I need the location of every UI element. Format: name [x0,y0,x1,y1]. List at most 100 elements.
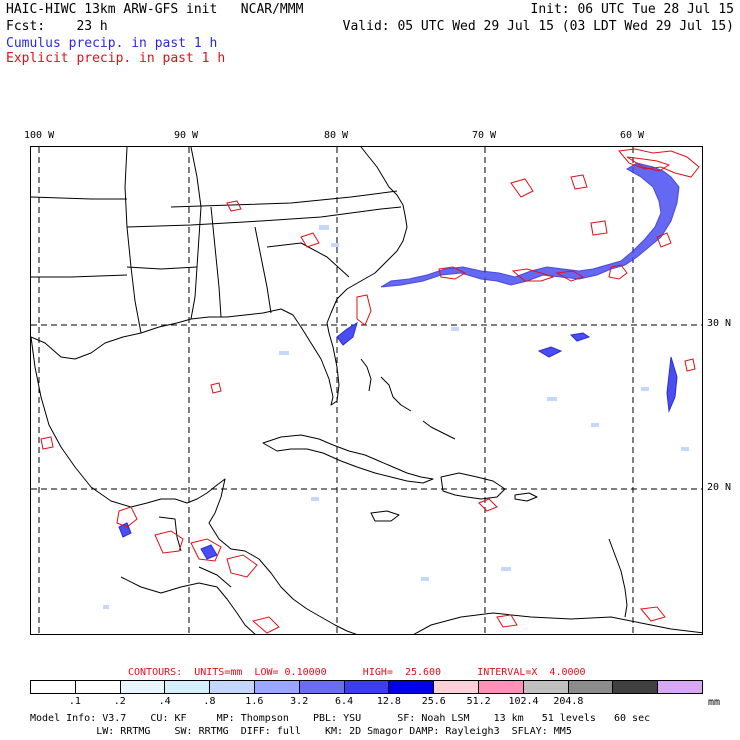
coastlines [31,147,702,634]
light-precip-cell [319,225,329,230]
colorbar-swatch [120,681,166,693]
lesser-antilles [608,538,628,618]
colorbar-tick-label: 25.6 [421,696,446,707]
colorbar-tick-label: 102.4 [508,696,539,707]
cuba-island [262,434,434,484]
explicit-cell-9 [510,178,534,198]
lon-label-100w: 100 W [24,130,55,141]
colorbar-tick-label: 1.6 [245,696,264,707]
state-border-5 [126,206,402,228]
light-precip-cell [279,351,289,355]
atlantic-shower-3 [666,356,678,413]
explicit-cell-5 [555,270,585,282]
explicit-cell-20 [684,358,696,372]
colorbar-swatch [165,681,211,693]
explicit-cell-12 [40,436,54,450]
valid-time: Valid: 05 UTC Wed 29 Jul 15 (03 LDT Wed … [342,19,734,34]
light-precip-cell [591,423,599,427]
explicit-cell-19 [640,606,666,622]
central-america-coastline [230,548,357,634]
florida-shower [336,321,358,346]
explicit-cell-21 [210,382,222,394]
explicit-cell-16 [226,554,258,578]
colorbar-swatch [613,681,659,693]
colorbar-swatch [31,681,76,693]
light-precip-cell [641,387,649,391]
lon-label-60w: 60 W [620,130,645,141]
colorbar-swatch [210,681,255,693]
colorbar-swatch [658,681,702,693]
explicit-cell-15 [190,538,222,562]
colorbar-swatch [344,681,390,693]
forecast-hour: Fcst: 23 h [6,19,108,34]
mexico-coastline [31,336,232,550]
state-border-7 [170,190,398,208]
colorbar-swatch [523,681,569,693]
explicit-cell-13 [116,506,138,528]
jamaica-island [370,510,400,522]
explicit-precip-label: Explicit precip. in past 1 h [6,51,226,66]
colorbar-tick-label: .1 [68,696,81,707]
bahamas-islands-3 [422,420,456,440]
colorbar-swatch [389,681,435,693]
state-border-4 [254,226,272,314]
light-precip-cell [311,497,319,501]
state-border-3 [210,206,222,318]
model-info-line1: Model Info: V3.7 CU: KF MP: Thompson PBL… [30,713,651,724]
central-america-shower-2 [200,544,218,560]
colorbar-tick-label: .8 [203,696,216,707]
state-border-9 [266,242,350,278]
map-canvas [31,147,702,634]
frontal-rainband [380,162,680,288]
state-border-6 [126,266,198,270]
explicit-cell-1 [656,232,672,248]
colorbar-tick-label: 6.4 [335,696,354,707]
colorbar-swatch [299,681,345,693]
light-precip-cell [421,577,429,581]
init-time: Init: 06 UTC Tue 28 Jul 15 [530,2,735,17]
colorbar-tick-label: 12.8 [376,696,401,707]
explicit-cell-17 [251,616,280,634]
south-america-coastline [413,612,702,634]
light-precip [103,225,689,609]
state-border-8 [31,196,127,200]
honduras-border [198,566,232,588]
colorbar-swatch [434,681,479,693]
colorbar [30,680,703,694]
explicit-cell-18 [478,498,498,512]
light-precip-cell [331,243,339,247]
central-america-pacific-coast [120,576,256,634]
bahamas-islands [360,358,372,392]
belize-guatemala-border [158,516,182,552]
colorbar-tick-label: 204.8 [553,696,584,707]
hispaniola-island [440,472,506,500]
model-info-line2: LW: RRTMG SW: RRTMG DIFF: full KM: 2D Sm… [30,726,572,737]
colorbar-swatch [75,681,121,693]
model-title: HAIC-HIWC 13km ARW-GFS init NCAR/MMM [6,2,304,17]
cumulus-precip-label: Cumulus precip. in past 1 h [6,36,218,51]
colorbar-swatch [568,681,614,693]
light-precip-cell [681,447,689,451]
atlantic-shower-2 [569,332,591,342]
explicit-cell-4 [438,266,467,280]
state-border-10 [31,274,128,278]
light-precip-cell [501,567,511,571]
lon-label-70w: 70 W [472,130,497,141]
explicit-cell-8 [300,232,320,248]
explicit-cell-ne-inner [626,156,671,172]
colorbar-unit: mm [708,697,721,708]
explicit-cell-10 [570,174,588,190]
explicit-cell-22 [496,614,518,628]
cumulus-precip [118,162,680,560]
colorbar-tick-label: 3.2 [290,696,309,707]
atlantic-shower-1 [537,346,563,358]
explicit-cell-3 [511,268,555,282]
explicit-precip [40,148,700,634]
explicit-cell-14 [154,530,184,554]
precip-map [30,146,703,635]
puerto-rico-island [514,492,538,502]
colorbar-tick-label: .2 [113,696,126,707]
lat-label-30n: 30 N [707,318,732,329]
explicit-cell-ne [618,148,700,178]
colorbar-swatch [478,681,524,693]
